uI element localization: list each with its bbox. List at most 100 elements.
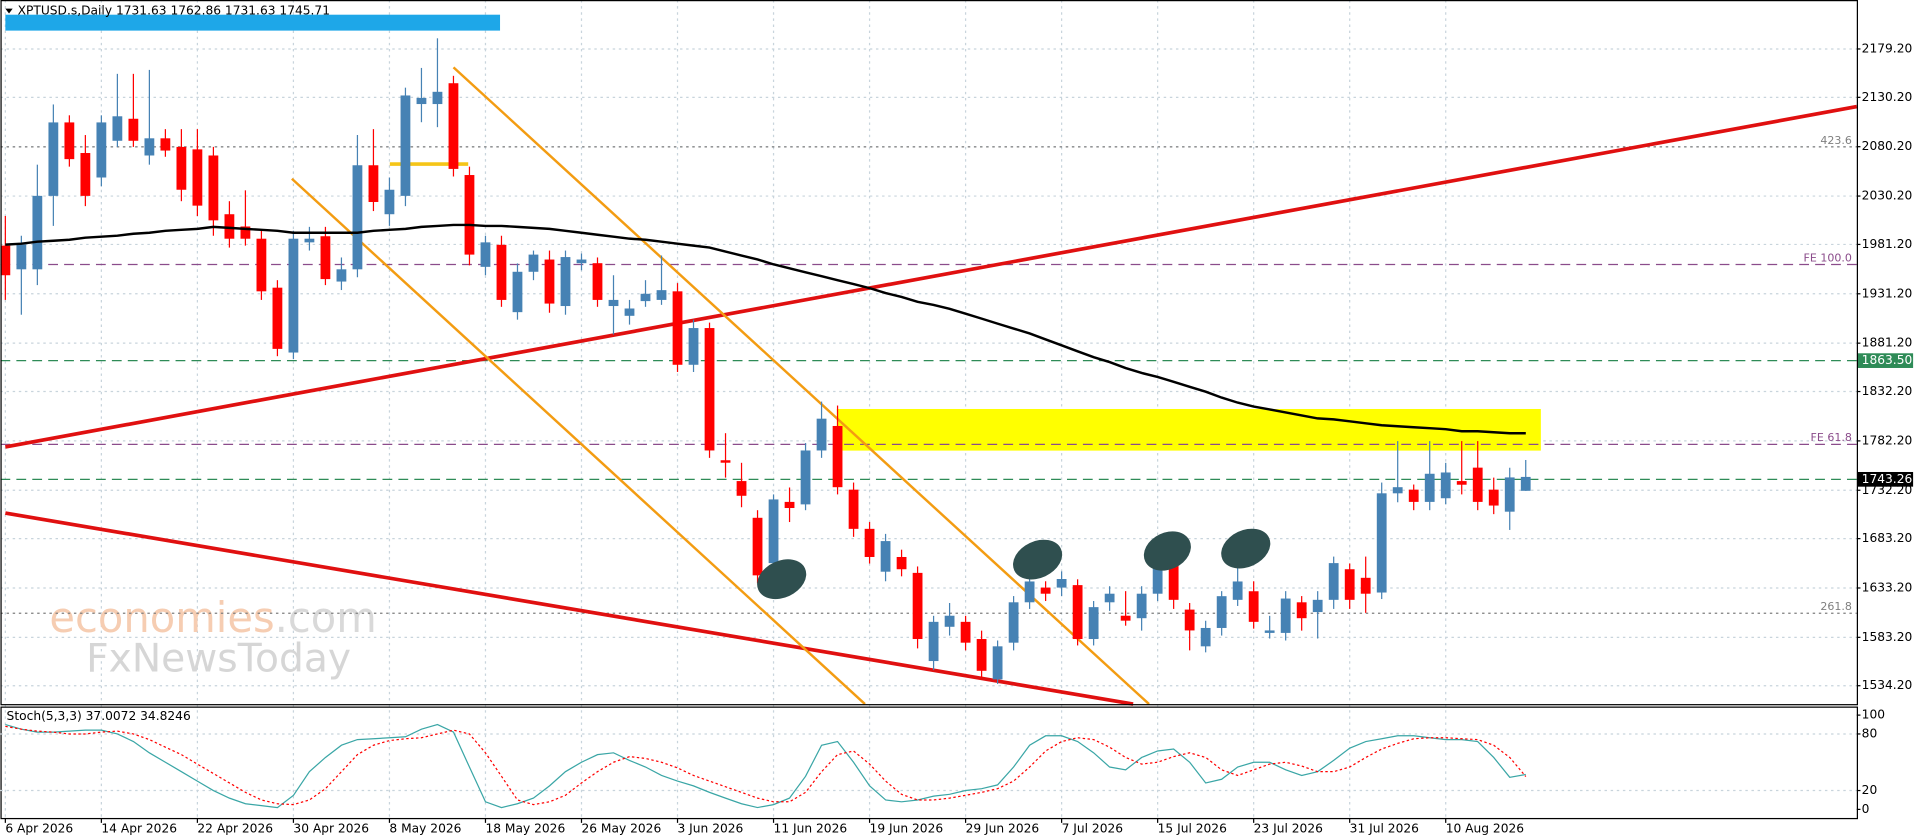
candle-body — [256, 238, 267, 292]
candle-body — [336, 269, 347, 282]
header-bar — [5, 14, 501, 31]
candle-body — [464, 175, 475, 255]
x-tick-label: 22 Apr 2026 — [197, 821, 273, 835]
y-tick-label: 1683.20 — [1862, 531, 1913, 545]
channel-line — [291, 177, 866, 705]
watermark-suffix: .com — [275, 593, 377, 642]
candle-body — [1072, 585, 1083, 640]
candle-body — [848, 489, 859, 529]
candle-body — [80, 153, 91, 196]
candle-body — [544, 259, 555, 304]
candle-body — [1040, 587, 1051, 594]
x-tick-label: 15 Jul 2026 — [1158, 821, 1227, 835]
moving-average — [5, 223, 1526, 435]
candle-body — [1328, 563, 1339, 600]
candle-body — [16, 244, 27, 270]
candle-body — [1248, 591, 1259, 622]
candle-body — [1456, 481, 1467, 485]
levels: FE 100.0 FE 61.8 423.6 261.8 — [0, 134, 1857, 614]
candle-body — [0, 245, 11, 276]
stoch-tick-label: 80 — [1862, 726, 1878, 740]
pattern-marker — [1143, 531, 1191, 571]
stoch-line — [5, 723, 1526, 809]
x-tick-label: 10 Aug 2026 — [1446, 821, 1525, 835]
y-tick-label: 1534.20 — [1862, 678, 1913, 692]
candle-body — [1168, 548, 1179, 600]
candle-body — [192, 149, 203, 206]
candle-body — [112, 116, 123, 141]
pattern-marker — [757, 559, 807, 600]
candle-body — [320, 236, 331, 280]
x-tick-label: 14 Apr 2026 — [101, 821, 177, 835]
candle-body — [368, 165, 379, 202]
resistance-zone — [836, 408, 1541, 451]
overlay — [5, 223, 1526, 435]
trend-line — [5, 104, 1858, 449]
candle-body — [752, 517, 763, 576]
stoch-panel — [0, 723, 1857, 809]
candle-body — [432, 91, 443, 105]
y-tick-label: 1633.20 — [1862, 580, 1913, 594]
y-tick-label: 1583.20 — [1862, 630, 1913, 644]
x-tick-label: 26 May 2026 — [581, 821, 661, 835]
candle-body — [1504, 477, 1515, 512]
main-frame — [0, 0, 1858, 706]
candle-body — [736, 481, 747, 496]
candle-body — [1424, 473, 1435, 502]
header-arrow — [5, 8, 13, 14]
candle-body — [48, 122, 59, 196]
candle-body — [1440, 472, 1451, 499]
y-tick-label: 1931.20 — [1862, 286, 1913, 300]
y-tick-label: 1782.20 — [1862, 433, 1913, 447]
x-tick-label: 6 Apr 2026 — [5, 821, 73, 835]
candle-body — [304, 238, 315, 243]
candle-body — [1472, 467, 1483, 502]
candle-body — [528, 254, 539, 272]
x-tick-label: 29 Jun 2026 — [966, 821, 1040, 835]
candle-body — [32, 195, 43, 270]
candle-body — [1280, 598, 1291, 633]
candle-body — [592, 263, 603, 300]
candle-body — [1312, 599, 1323, 613]
level-label: 1863.50 — [1862, 353, 1913, 367]
candle-body — [688, 328, 699, 365]
candle-body — [704, 328, 715, 451]
candle-body — [400, 95, 411, 196]
level-label: 423.6 — [1820, 134, 1852, 147]
candle-body — [384, 189, 395, 215]
x-tick-label: 3 Jun 2026 — [678, 821, 744, 835]
candle-body — [624, 308, 635, 316]
candle-body — [1200, 627, 1211, 647]
candle-body — [272, 287, 283, 349]
candle-body — [896, 556, 907, 570]
stoch-tick-label: 0 — [1862, 802, 1870, 816]
pattern-marker — [1221, 528, 1271, 569]
candle-body — [1360, 577, 1371, 594]
candle-body — [560, 257, 571, 307]
candle-body — [880, 541, 891, 572]
candle-body — [1392, 487, 1403, 494]
candle-body — [720, 460, 731, 463]
candle-body — [1376, 493, 1387, 593]
watermark-brand-text: economies — [49, 593, 274, 642]
x-tick-label: 18 May 2026 — [485, 821, 565, 835]
stoch-frame — [0, 706, 1858, 820]
candle-body — [1088, 607, 1099, 640]
candle-body — [1024, 581, 1035, 603]
level-label: 1743.26 — [1862, 472, 1913, 486]
candle-body — [512, 271, 523, 313]
candle-body — [224, 214, 235, 239]
candle-body — [976, 639, 987, 671]
watermark-brand: economies.com — [49, 593, 376, 642]
candle-body — [912, 572, 923, 640]
candle-body — [800, 450, 811, 505]
candle-body — [480, 242, 491, 267]
candle-body — [496, 244, 507, 300]
watermark-sub: FxNewsToday — [86, 637, 351, 682]
stoch-line — [5, 725, 1527, 806]
candle-body — [1296, 602, 1307, 619]
y-tick-label: 2080.20 — [1862, 139, 1913, 153]
x-tick-label: 31 Jul 2026 — [1350, 821, 1419, 835]
candle-body — [1408, 489, 1419, 502]
stoch-tick-label: 100 — [1862, 708, 1885, 722]
